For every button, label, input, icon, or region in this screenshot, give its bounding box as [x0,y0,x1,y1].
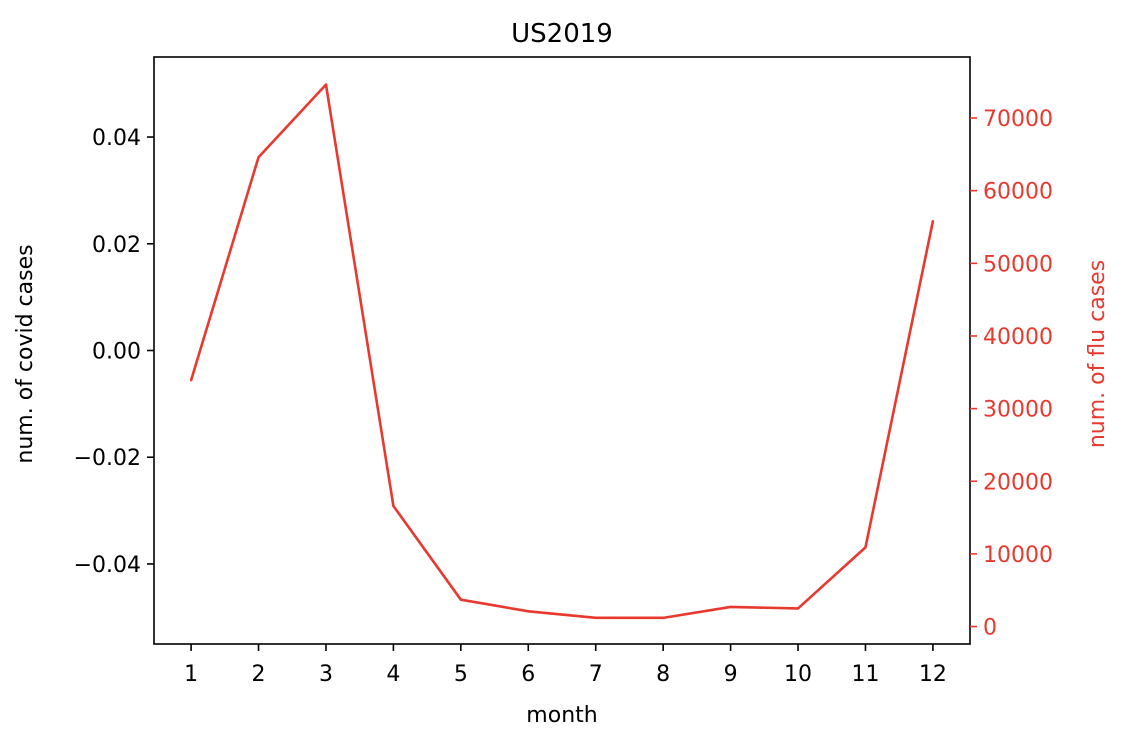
data-point [864,546,867,549]
right-y-tick-label: 10000 [983,543,1053,568]
left-y-tick-label: 0.02 [92,233,141,258]
data-point [527,610,530,613]
x-tick-label: 10 [784,662,812,687]
left-y-tick-label: 0.00 [92,340,141,365]
x-tick-label: 4 [386,662,400,687]
right-y-axis-ticks: 0 10000 20000 30000 40000 50000 60000 70000 [970,107,1053,641]
x-tick-label: 12 [919,662,947,687]
right-y-tick-label: 20000 [983,470,1053,495]
flu-cases-line [189,83,935,620]
right-y-tick-label: 60000 [983,180,1053,205]
data-point [594,616,597,620]
right-y-axis-label: num. of flu cases [1085,260,1110,448]
data-point [392,504,395,508]
x-tick-label: 8 [656,662,670,687]
x-tick-label: 11 [851,662,879,687]
data-point [796,607,800,610]
data-point [257,156,260,159]
left-y-axis-label: num. of covid cases [13,244,38,463]
x-axis-ticks: 1 2 3 4 5 6 7 8 9 10 11 12 [184,644,947,687]
x-tick-label: 5 [454,662,468,687]
left-y-tick-label: −0.04 [74,553,141,578]
data-point [931,219,935,223]
left-y-tick-label: 0.04 [92,126,141,151]
data-point [324,83,328,86]
x-tick-label: 7 [589,662,603,687]
plot-frame [153,56,971,645]
data-points [189,83,935,620]
right-y-tick-label: 70000 [983,107,1053,132]
x-tick-label: 6 [521,662,535,687]
x-tick-label: 9 [724,662,738,687]
x-tick-label: 3 [319,662,333,687]
data-point [729,605,732,609]
right-y-tick-label: 40000 [983,325,1053,350]
right-y-tick-label: 50000 [983,252,1053,277]
left-y-tick-label: −0.02 [74,446,141,471]
right-y-tick-label: 0 [983,616,997,641]
x-axis-label: month [526,703,597,728]
x-tick-label: 2 [252,662,266,687]
data-point [661,616,665,620]
data-point [189,379,193,382]
x-tick-label: 1 [184,662,198,687]
chart-title: US2019 [511,19,613,49]
right-y-tick-label: 30000 [983,398,1053,423]
data-point [459,598,463,601]
left-y-axis-ticks: 0.04 0.02 0.00 −0.02 −0.04 [74,126,154,578]
